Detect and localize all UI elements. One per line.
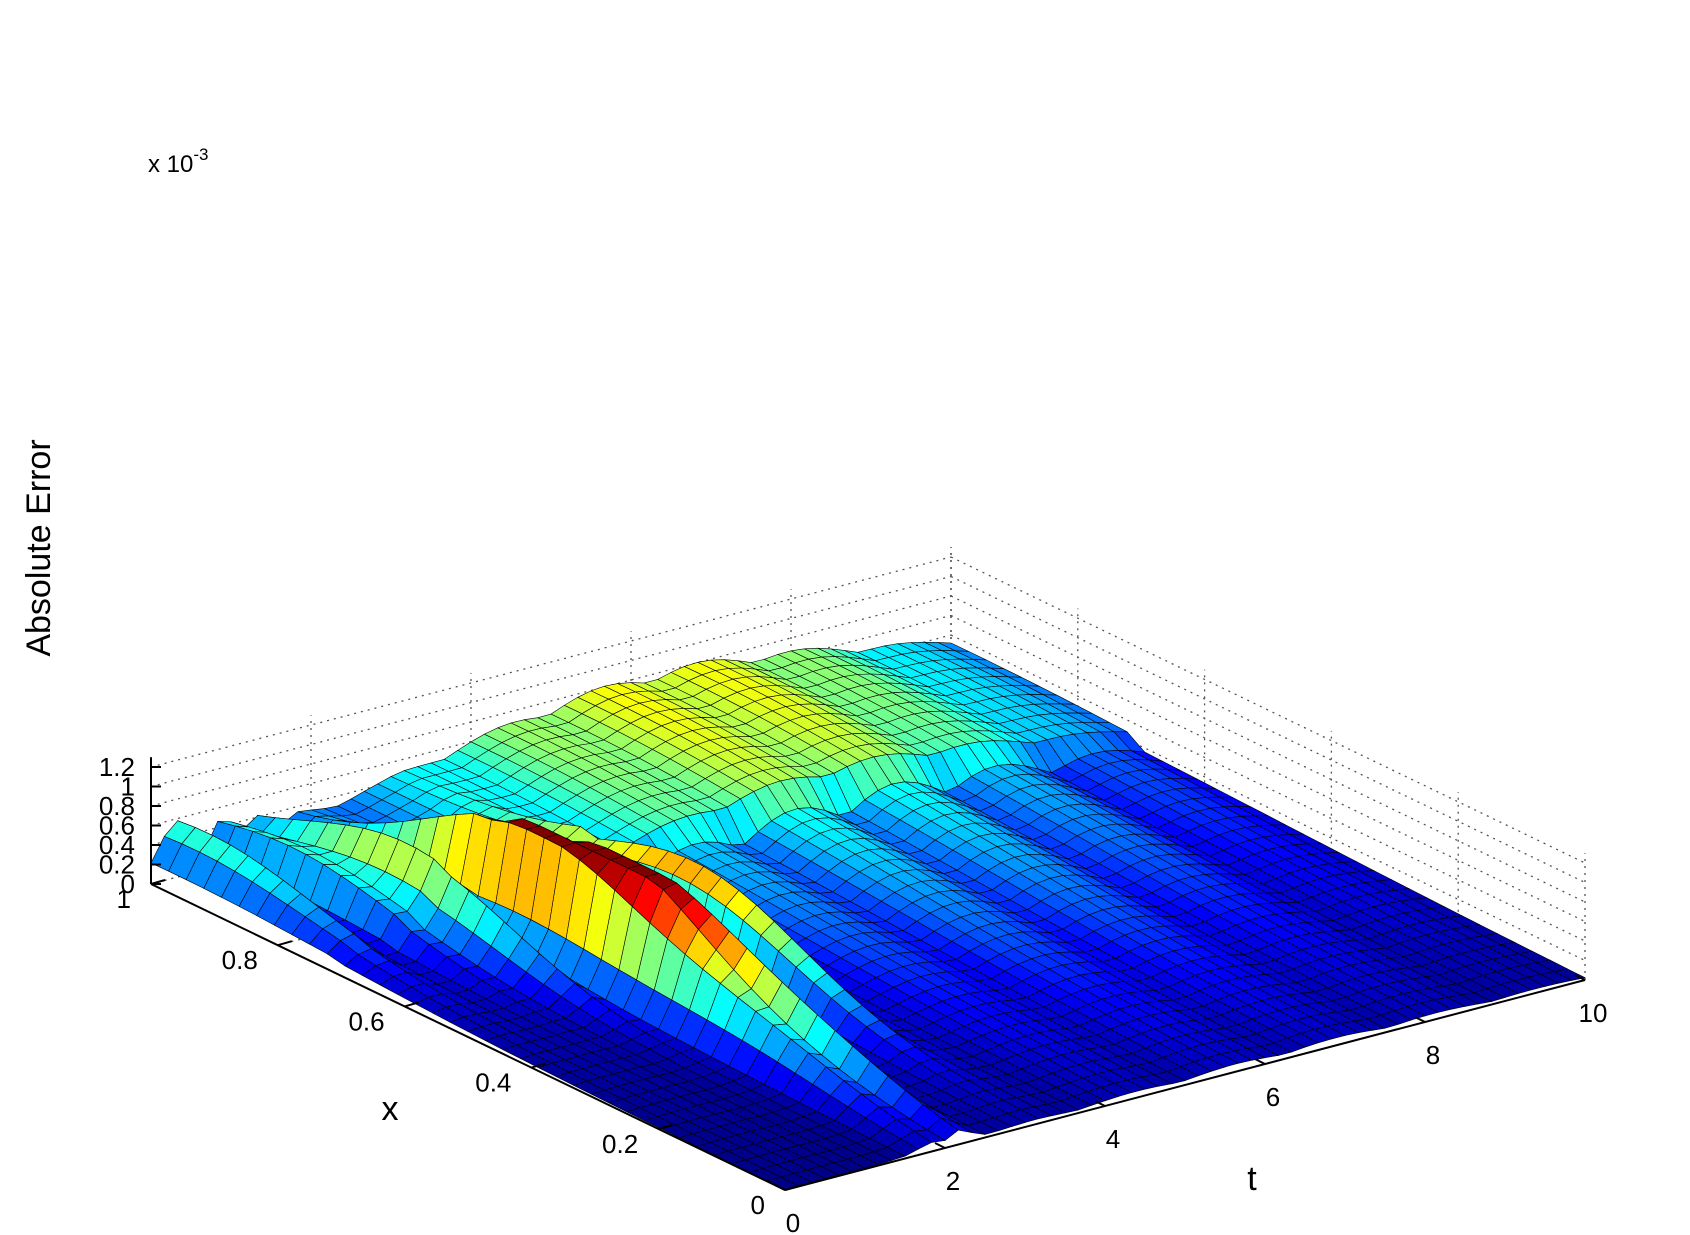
x-tick-mark xyxy=(150,879,166,885)
x-tick-mark xyxy=(531,1062,546,1069)
x-tick-label: 0.2 xyxy=(602,1129,638,1159)
x-tick-mark xyxy=(784,1185,800,1191)
z-tick-label: 1.2 xyxy=(99,752,135,782)
z-multiplier-label: x 10-3 xyxy=(148,145,209,178)
x-tick-label: 1 xyxy=(117,884,131,914)
t-tick-label: 4 xyxy=(1106,1124,1120,1154)
t-tick-mark xyxy=(1414,1016,1426,1023)
z-tick-label: 0.6 xyxy=(99,811,135,841)
grid-backwall-z xyxy=(150,556,952,768)
x-tick-label: 0.8 xyxy=(222,945,258,975)
t-axis-label: t xyxy=(1247,1160,1257,1198)
z-tick-label: 0.2 xyxy=(99,850,135,880)
t-tick-mark xyxy=(1574,974,1586,981)
x-tick-label: 0 xyxy=(751,1190,765,1220)
z-tick-label: 1 xyxy=(121,772,135,802)
t-tick-mark xyxy=(1254,1058,1266,1065)
t-tick-mark xyxy=(774,1184,786,1191)
t-tick-label: 2 xyxy=(946,1166,960,1196)
z-tick-label: 0 xyxy=(121,869,135,899)
t-axis-line xyxy=(784,979,1586,1191)
grid-backwall-z xyxy=(150,595,952,807)
z-tick-label: 0.4 xyxy=(99,830,135,860)
grid-sidewall-z xyxy=(950,556,1586,864)
x-space-axis-line xyxy=(150,883,786,1191)
t-tick-label: 6 xyxy=(1266,1082,1280,1112)
x-axis-label: x xyxy=(382,1090,399,1128)
t-tick-label: 10 xyxy=(1579,998,1608,1028)
x-tick-mark xyxy=(277,940,293,947)
grid-backwall-z xyxy=(150,575,952,788)
t-tick-label: 0 xyxy=(786,1208,800,1235)
t-tick-label: 8 xyxy=(1426,1040,1440,1070)
axes xyxy=(150,757,1586,1191)
grid-sidewall-z xyxy=(950,595,1586,903)
grid-sidewall-z xyxy=(950,614,1586,923)
x-tick-label: 0.6 xyxy=(348,1006,384,1036)
x-tick-mark xyxy=(404,1001,419,1008)
z-axis-label: Absolute Error xyxy=(20,439,58,656)
t-tick-mark xyxy=(934,1142,946,1149)
t-tick-mark xyxy=(1094,1100,1106,1107)
x-tick-label: 0.4 xyxy=(475,1068,511,1098)
error-surface xyxy=(150,641,1586,1190)
grid-sidewall-z xyxy=(950,575,1586,884)
grid-sidewall-z xyxy=(950,634,1586,942)
x-tick-mark xyxy=(657,1123,673,1130)
z-tick-label: 0.8 xyxy=(99,791,135,821)
grid-sidewall-z xyxy=(950,653,1586,962)
